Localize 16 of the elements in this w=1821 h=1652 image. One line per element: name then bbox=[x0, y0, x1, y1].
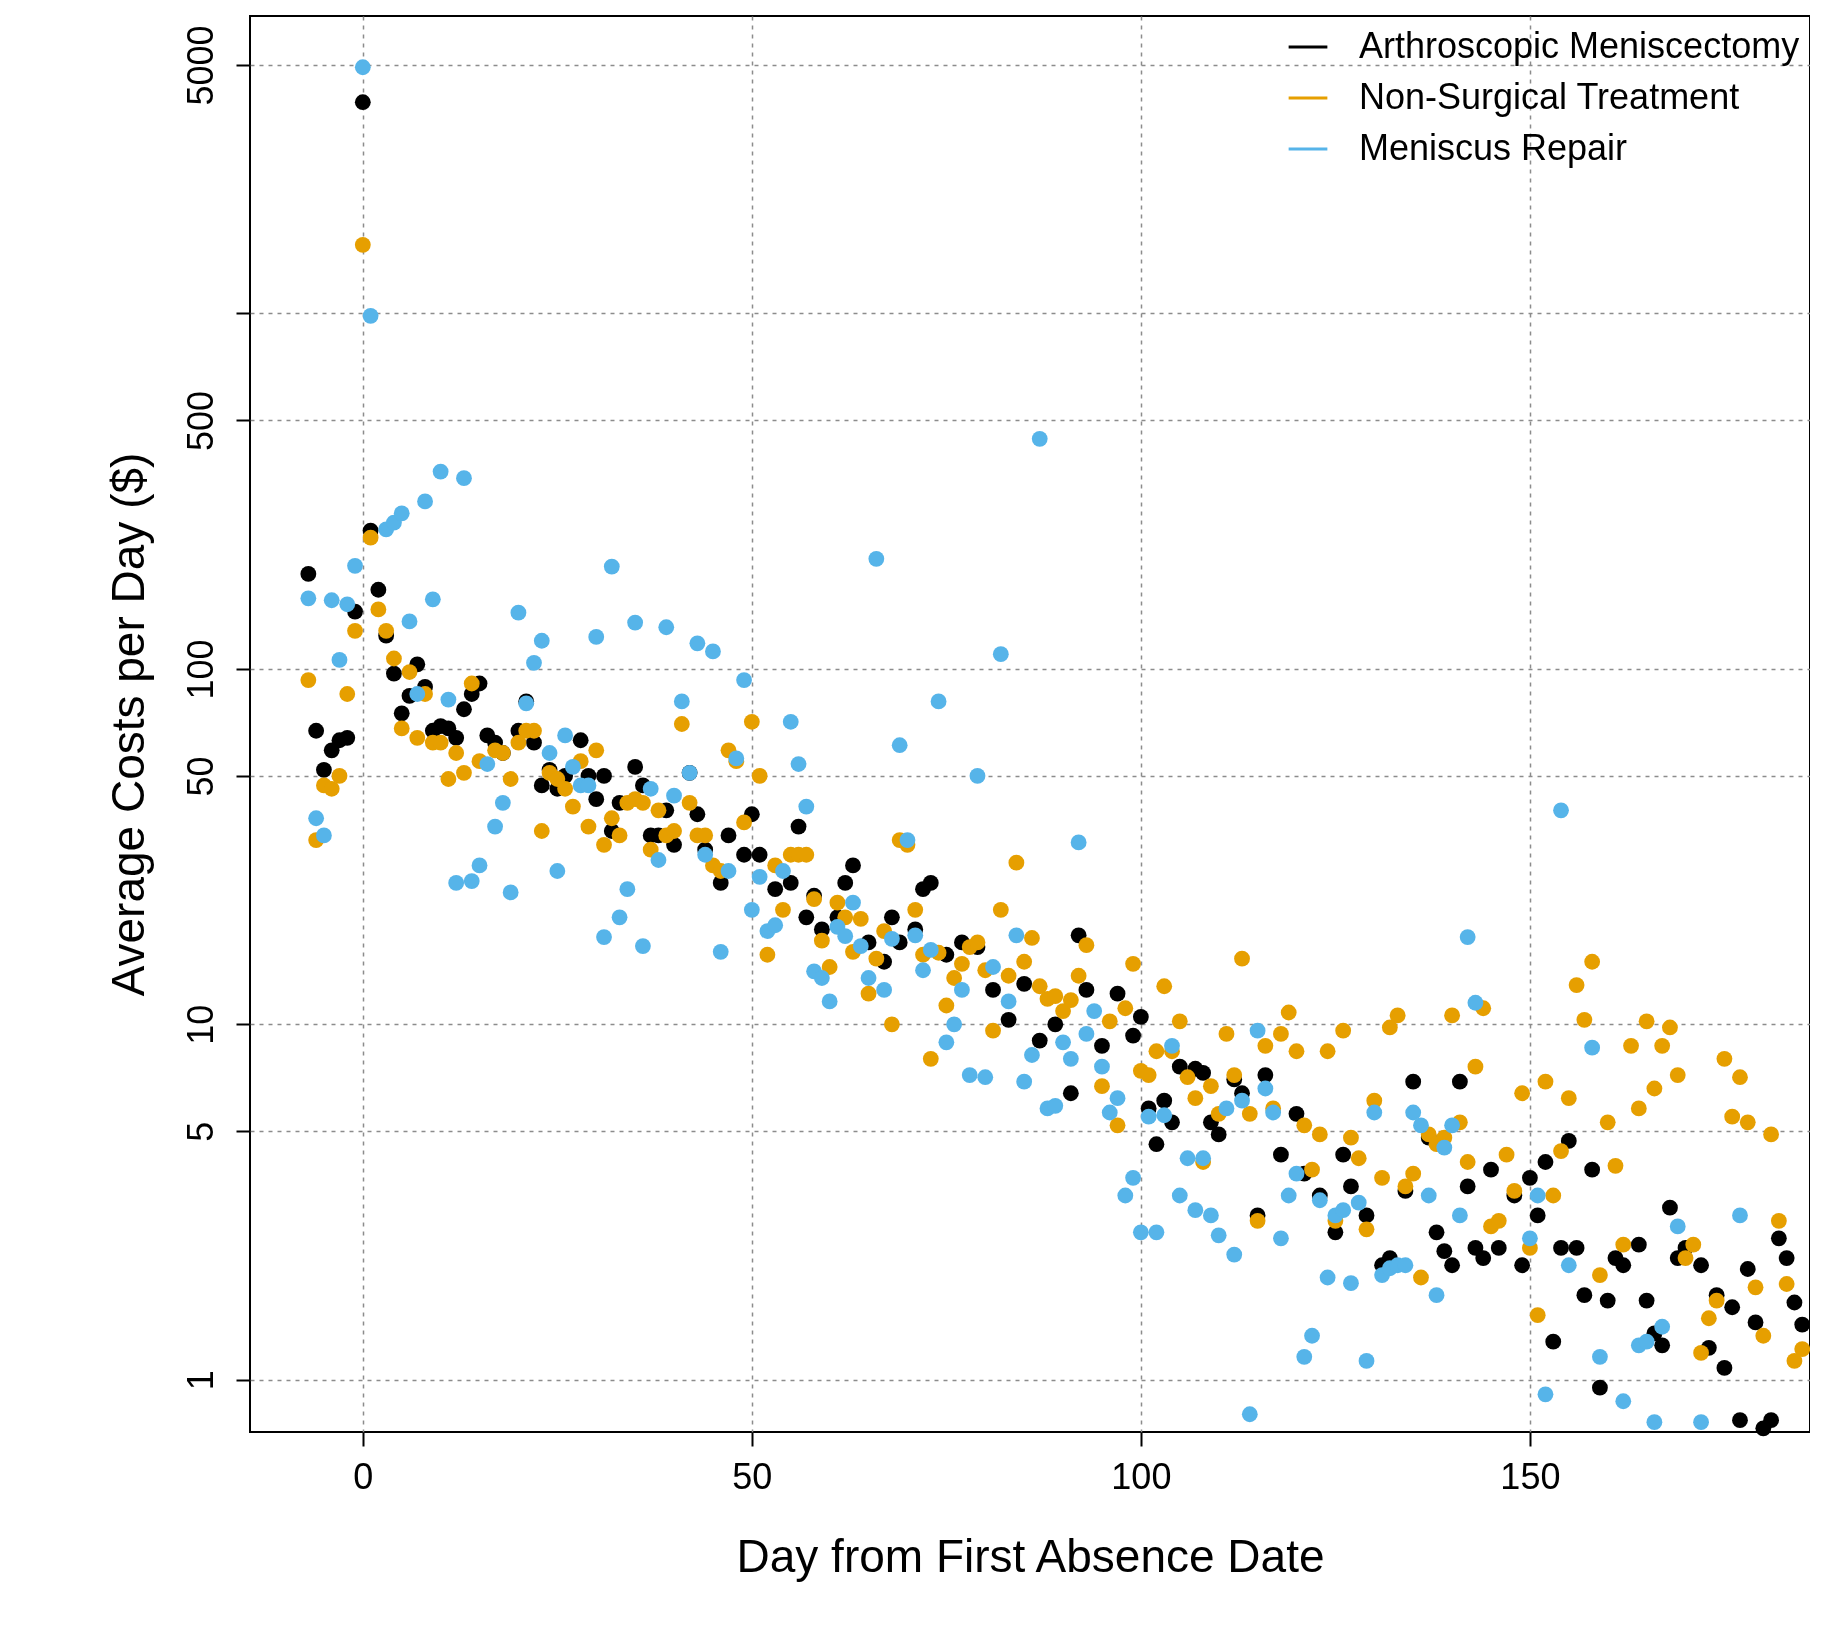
y-tick-label: 10 bbox=[179, 1004, 221, 1045]
x-tick-label: 100 bbox=[1111, 1455, 1172, 1497]
legend-label: Meniscus Repair bbox=[1359, 127, 1628, 168]
y-tick-label: 100 bbox=[179, 639, 221, 700]
y-tick-label: 500 bbox=[179, 390, 221, 452]
legend-label: Non-Surgical Treatment bbox=[1359, 76, 1740, 117]
y-tick-label: 1 bbox=[179, 1370, 221, 1391]
x-tick-label: 0 bbox=[353, 1455, 374, 1497]
y-tick-label: 5 bbox=[179, 1121, 221, 1142]
y-tick-label: 5000 bbox=[179, 25, 221, 106]
x-axis-title: Day from First Absence Date bbox=[736, 1529, 1325, 1582]
x-tick-label: 50 bbox=[732, 1455, 773, 1497]
x-tick-label: 150 bbox=[1500, 1455, 1561, 1497]
legend-label: Arthroscopic Meniscectomy bbox=[1359, 25, 1800, 66]
y-tick-label: 50 bbox=[179, 756, 221, 797]
y-axis-title: Average Costs per Day ($) bbox=[101, 452, 154, 997]
